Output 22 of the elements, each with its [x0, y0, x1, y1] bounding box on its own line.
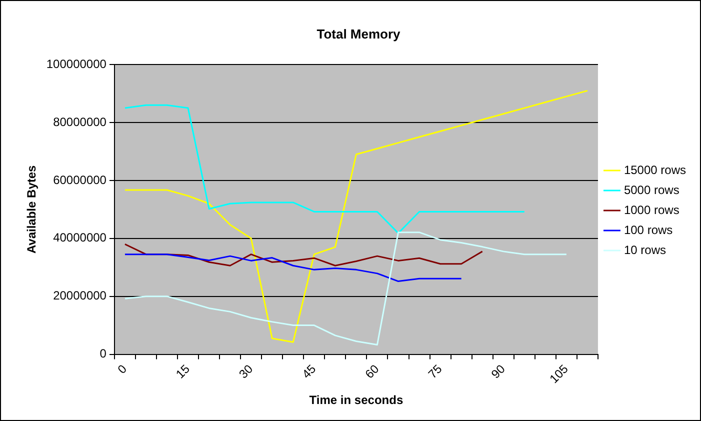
- x-tick-label: 105: [546, 362, 572, 386]
- x-tick-label: 75: [425, 362, 445, 382]
- legend-label: 5000 rows: [624, 182, 680, 197]
- legend-label: 1000 rows: [624, 202, 680, 217]
- x-tick-label: 30: [236, 362, 256, 382]
- x-tick-label: 0: [114, 362, 130, 377]
- x-tick-label: 15: [173, 362, 193, 382]
- legend-label: 15000 rows: [624, 162, 686, 177]
- y-tick-label: 0: [100, 346, 107, 361]
- y-tick-label: 60000000: [53, 172, 107, 187]
- y-tick-label: 100000000: [46, 56, 107, 71]
- y-tick-label: 20000000: [53, 288, 107, 303]
- y-tick-label: 80000000: [53, 114, 107, 129]
- chart-title: Total Memory: [316, 26, 402, 42]
- legend-label: 100 rows: [624, 222, 673, 237]
- x-tick-label: 90: [488, 362, 508, 382]
- y-tick-label: 40000000: [53, 230, 107, 245]
- legend-label: 10 rows: [624, 242, 666, 257]
- x-tick-label: 45: [299, 362, 319, 382]
- x-axis-title: Time in seconds: [309, 393, 404, 408]
- x-tick-label: 60: [362, 362, 382, 382]
- y-axis-title: Available Bytes: [24, 164, 39, 254]
